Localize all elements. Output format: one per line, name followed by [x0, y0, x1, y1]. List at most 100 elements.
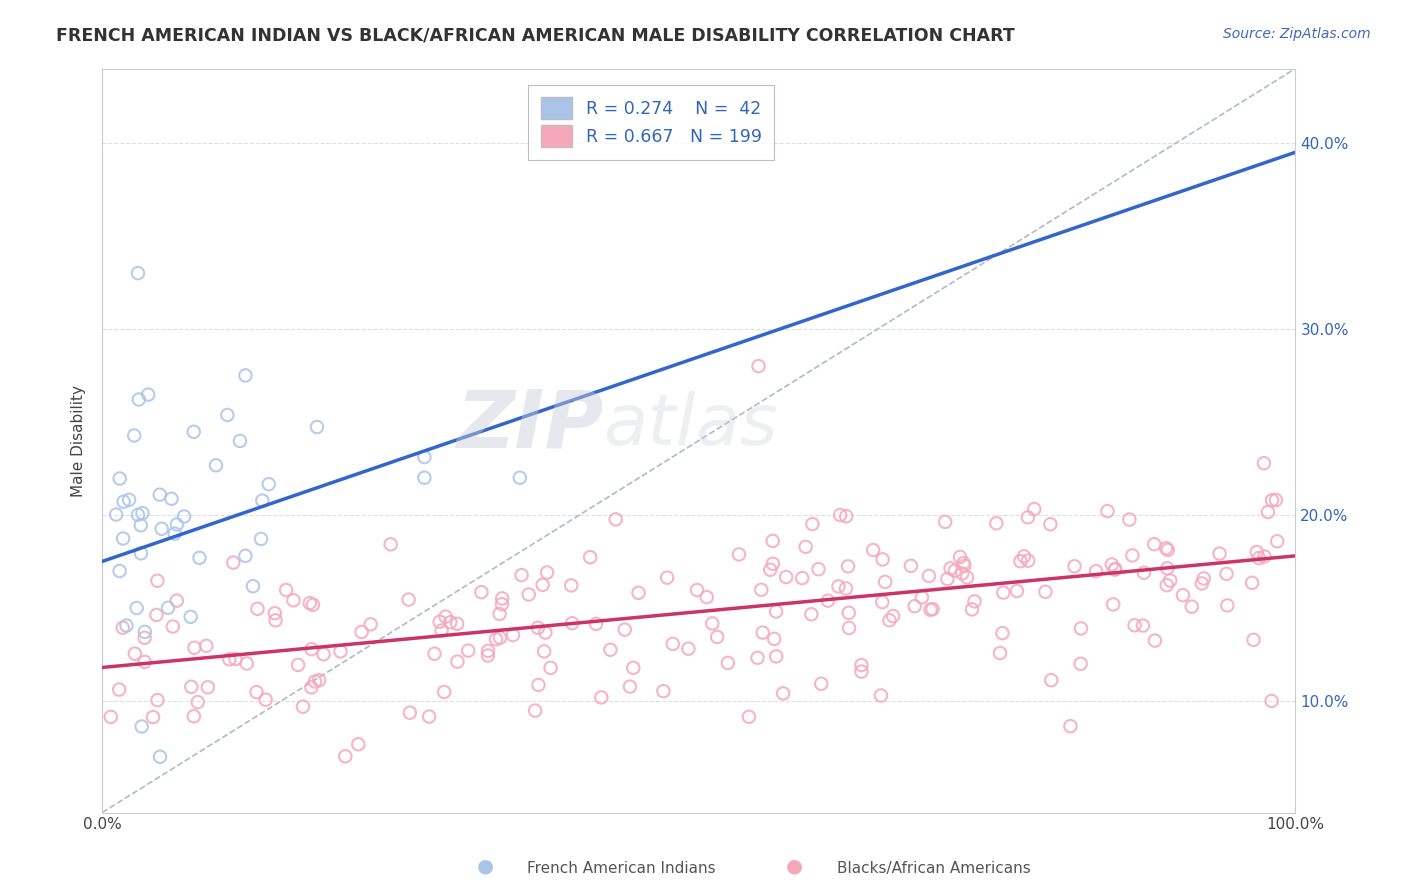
Point: [870, 689, 893, 703]
Text: atlas: atlas: [603, 392, 778, 460]
Point: [527, 621, 550, 635]
Point: [180, 610, 202, 624]
Point: [1017, 554, 1039, 568]
Point: [678, 641, 700, 656]
Point: [197, 680, 219, 694]
Point: [413, 450, 436, 464]
Point: [1192, 572, 1215, 586]
Point: [762, 557, 785, 571]
Point: [579, 550, 602, 565]
Point: [1039, 517, 1062, 532]
Point: [166, 593, 188, 607]
Point: [696, 590, 718, 604]
Point: [875, 574, 897, 589]
Point: [217, 408, 239, 422]
Point: [872, 552, 894, 566]
Point: [1035, 584, 1057, 599]
Point: [1247, 551, 1270, 566]
Point: [205, 458, 228, 473]
Point: [662, 637, 685, 651]
Point: [920, 603, 942, 617]
Point: [613, 623, 636, 637]
Point: [517, 588, 540, 602]
Point: [127, 508, 149, 522]
Point: [299, 681, 322, 695]
Point: [531, 578, 554, 592]
Point: [536, 566, 558, 580]
Point: [510, 568, 533, 582]
Point: [879, 613, 901, 627]
Point: [534, 625, 557, 640]
Point: [136, 387, 159, 401]
Text: ●: ●: [786, 857, 803, 876]
Point: [1265, 493, 1288, 508]
Point: [838, 606, 860, 620]
Point: [446, 616, 468, 631]
Point: [1208, 547, 1230, 561]
Point: [963, 594, 986, 608]
Text: Blacks/African Americans: Blacks/African Americans: [837, 861, 1031, 876]
Point: [124, 647, 146, 661]
Point: [125, 601, 148, 615]
Point: [1132, 618, 1154, 632]
Point: [224, 652, 246, 666]
Point: [591, 690, 613, 705]
Text: ZIP: ZIP: [456, 386, 603, 465]
Point: [254, 692, 277, 706]
Point: [305, 420, 328, 434]
Point: [129, 546, 152, 560]
Point: [329, 644, 352, 658]
Point: [900, 558, 922, 573]
Point: [599, 642, 621, 657]
Point: [145, 607, 167, 622]
Point: [1181, 599, 1204, 614]
Point: [488, 607, 510, 621]
Point: [1261, 493, 1284, 508]
Point: [105, 508, 128, 522]
Point: [291, 699, 314, 714]
Point: [235, 368, 257, 383]
Point: [360, 617, 382, 632]
Point: [180, 680, 202, 694]
Point: [918, 569, 941, 583]
Point: [1102, 598, 1125, 612]
Point: [991, 626, 1014, 640]
Point: [950, 566, 973, 581]
Point: [655, 571, 678, 585]
Point: [1191, 576, 1213, 591]
Point: [350, 624, 373, 639]
Point: [1253, 549, 1275, 564]
Point: [433, 685, 456, 699]
Point: [298, 596, 321, 610]
Point: [851, 665, 873, 679]
Point: [399, 706, 422, 720]
Point: [183, 640, 205, 655]
Point: [1104, 563, 1126, 577]
Point: [418, 709, 440, 723]
Point: [477, 644, 499, 658]
Point: [835, 582, 858, 596]
Legend: R = 0.274    N =  42, R = 0.667   N = 199: R = 0.274 N = 42, R = 0.667 N = 199: [529, 85, 773, 160]
Point: [1243, 632, 1265, 647]
Point: [627, 586, 650, 600]
Point: [1097, 504, 1119, 518]
Point: [446, 655, 468, 669]
Point: [150, 522, 173, 536]
Point: [717, 656, 740, 670]
Point: [882, 609, 904, 624]
Point: [1040, 673, 1063, 688]
Point: [195, 639, 218, 653]
Text: ●: ●: [477, 857, 494, 876]
Point: [242, 579, 264, 593]
Point: [533, 644, 555, 658]
Point: [146, 574, 169, 588]
Point: [1260, 694, 1282, 708]
Point: [1143, 537, 1166, 551]
Point: [1257, 505, 1279, 519]
Point: [872, 595, 894, 609]
Point: [457, 643, 479, 657]
Point: [127, 266, 149, 280]
Point: [108, 564, 131, 578]
Point: [759, 563, 782, 577]
Point: [1246, 545, 1268, 559]
